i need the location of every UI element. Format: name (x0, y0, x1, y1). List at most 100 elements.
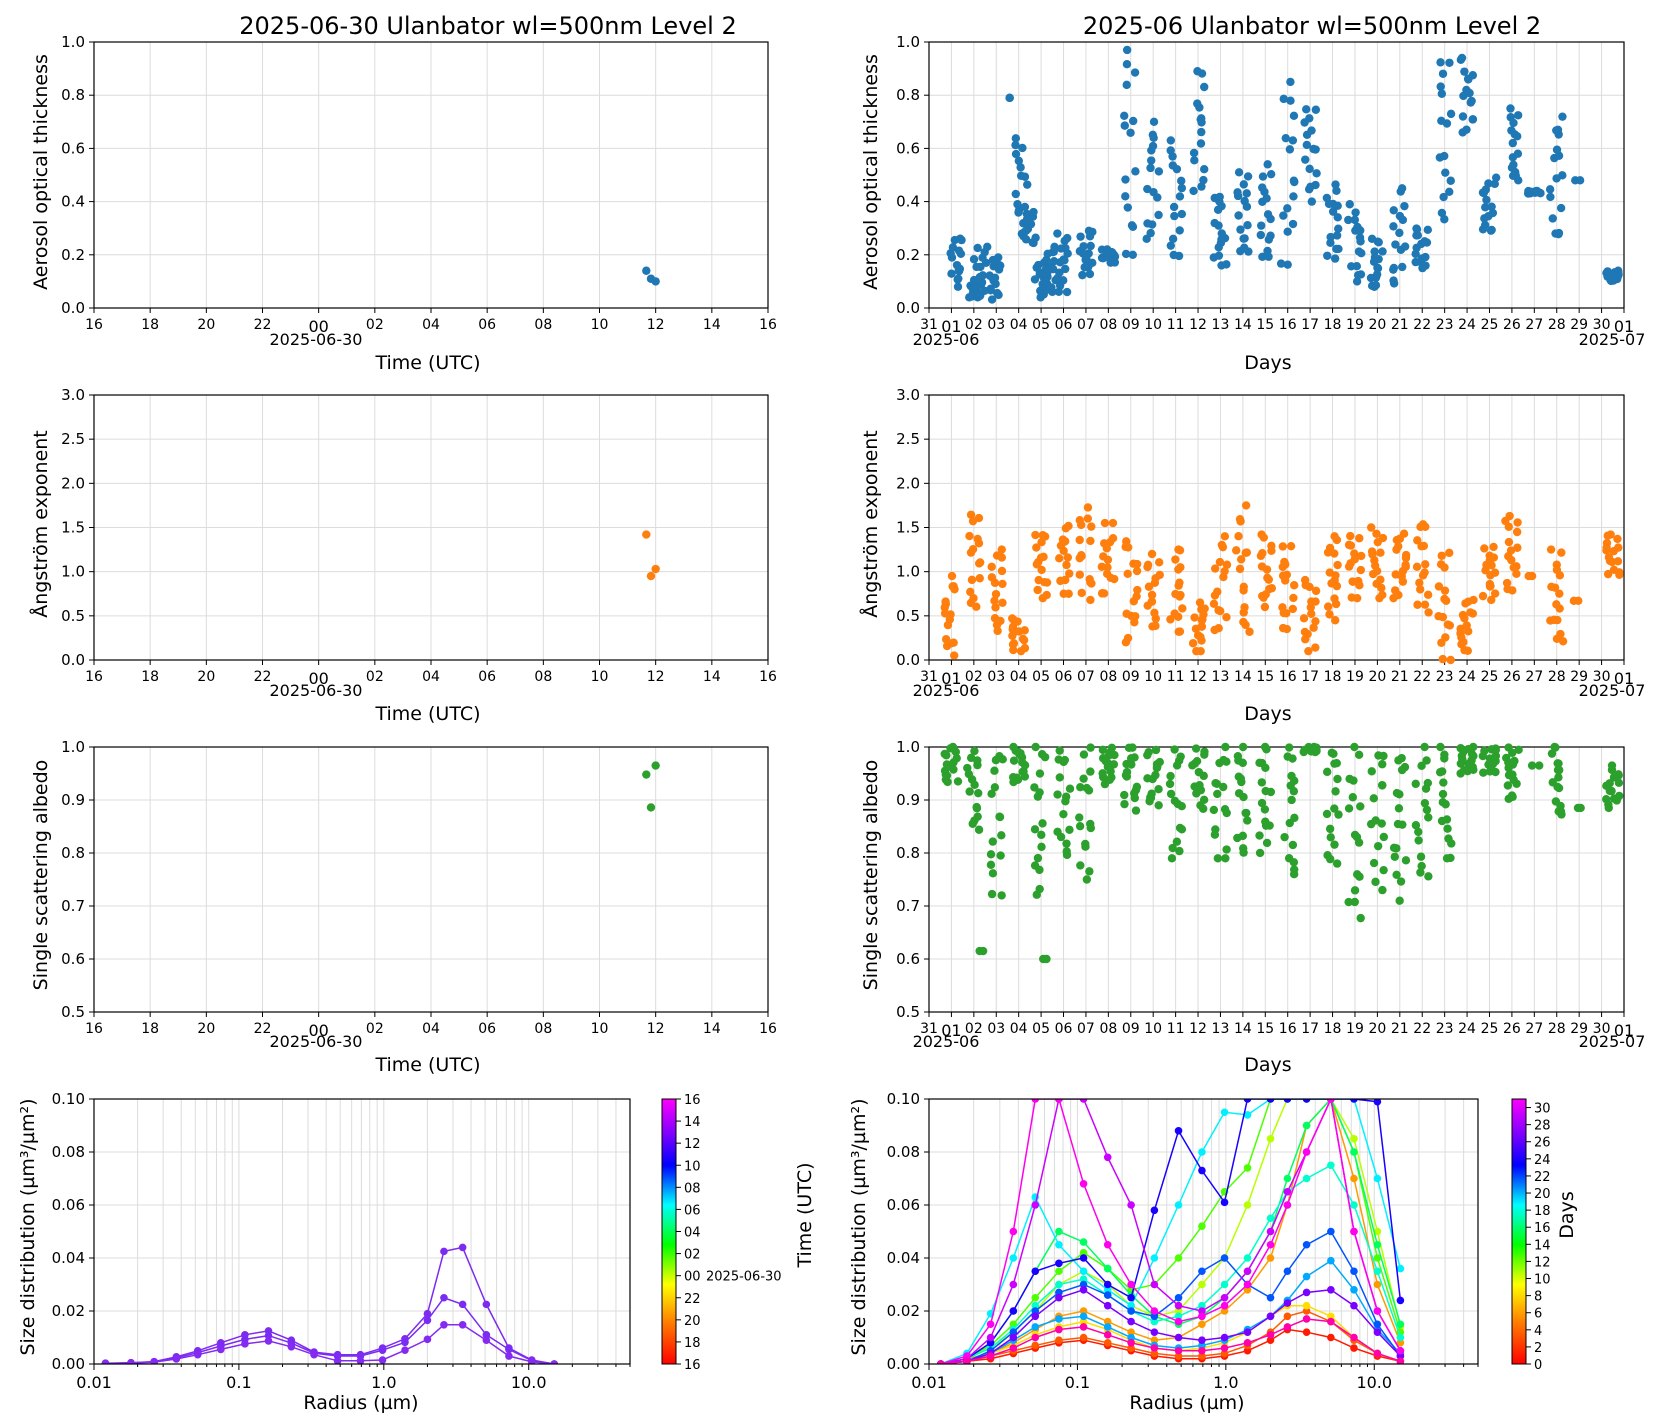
monthly-ssa-xtick-label: 01 (941, 1021, 961, 1040)
monthly-size-series-point (1127, 1293, 1135, 1302)
monthly-size-series-point (1055, 1293, 1063, 1302)
monthly-ssa-point (1266, 787, 1276, 797)
monthly-aod-point (1168, 152, 1177, 161)
monthly-ssa-point (1219, 755, 1228, 765)
monthly-ang-point (1216, 606, 1225, 616)
monthly-size-series-point (1009, 1328, 1018, 1336)
monthly-size-series-point (986, 1352, 995, 1360)
monthly-aod-point (1478, 188, 1488, 197)
monthly-size-ytick-label: 0.10 (887, 1090, 920, 1108)
monthly-ang-point (1085, 574, 1094, 584)
monthly-ang-point (1401, 560, 1410, 570)
monthly-ang-point (1278, 542, 1288, 551)
monthly-aod-point (1468, 115, 1477, 124)
monthly-aod-point (1264, 252, 1273, 261)
monthly-ang-point (1513, 543, 1522, 552)
monthly-ssa-point (1417, 861, 1426, 871)
monthly-size-series-point (1031, 1341, 1040, 1350)
monthly-size-series-point (1103, 1291, 1112, 1299)
monthly-size-series-point (1396, 1296, 1405, 1305)
monthly-size-series-point (1198, 1148, 1206, 1156)
daily-size-series-point (527, 1358, 536, 1364)
monthly-ang-point (1614, 543, 1623, 552)
monthly-aod-point (1021, 226, 1031, 235)
monthly-aod-point (1149, 133, 1158, 143)
monthly-ssa-point (995, 812, 1004, 821)
monthly-ang-point (1307, 597, 1316, 606)
monthly-aod-ytick-label: 0.8 (896, 86, 920, 104)
monthly-size-series-point (1174, 1317, 1183, 1326)
monthly-aod-point (1488, 208, 1498, 218)
monthly-ang-xtick-label: 02 (965, 669, 983, 685)
monthly-ssa-point (1527, 761, 1537, 770)
monthly-size-series-point (1055, 1315, 1063, 1323)
monthly-aod-point (1279, 94, 1288, 104)
monthly-ang-point (1220, 532, 1230, 541)
monthly-ssa-point (1257, 778, 1267, 787)
daily-size-series-point (193, 1350, 202, 1359)
monthly-aod-point (1257, 221, 1266, 230)
monthly-aod-point (953, 282, 963, 291)
monthly-ang-point (1307, 609, 1316, 618)
right-title: 2025-06 Ulanbator wl=500nm Level 2 (1083, 12, 1541, 40)
monthly-ang-point (1099, 552, 1108, 561)
monthly-size-series-point (1174, 1352, 1183, 1360)
monthly-size-series-point (1266, 1240, 1275, 1249)
monthly-aod-point (1031, 233, 1040, 242)
monthly-ang-point (949, 638, 958, 647)
monthly-ssa-xtick-label: 05 (1032, 1021, 1050, 1037)
monthly-ssa-point (1551, 797, 1561, 806)
monthly-ssa-point (1055, 773, 1064, 782)
monthly-aod-xtick-label: 31 (920, 317, 938, 333)
monthly-aod-point (1389, 279, 1399, 288)
daily-size-ytick-label: 0.02 (52, 1302, 85, 1320)
monthly-aod-point (1351, 208, 1360, 217)
monthly-size-series-point (1103, 1317, 1112, 1326)
monthly-size-series-point (1198, 1301, 1206, 1310)
monthly-ssa-point (1507, 791, 1517, 800)
monthly-ang-point (1373, 537, 1382, 547)
monthly-ssa-xtick-label: 23 (1436, 1021, 1454, 1037)
monthly-aod-point (1331, 180, 1340, 189)
monthly-ssa-point (1195, 781, 1204, 790)
monthly-ssa-point (1079, 774, 1088, 783)
monthly-aod-point (989, 262, 998, 271)
monthly-ang-point (1416, 522, 1425, 532)
monthly-ssa-point (1107, 743, 1117, 753)
monthly-aod-point (1355, 233, 1365, 242)
monthly-ssa-point (1211, 778, 1220, 788)
daily-size-series-point (264, 1337, 273, 1345)
monthly-ang-point (1034, 575, 1043, 585)
monthly-aod-point (1484, 179, 1493, 188)
monthly-aod-month-start: 2025-06 (913, 330, 980, 349)
monthly-aod-point (1491, 173, 1501, 182)
monthly-aod-point (1177, 209, 1187, 219)
monthly-ang-point (1438, 612, 1448, 622)
monthly-ang-point (1155, 570, 1164, 580)
monthly-size-xtick-label: 0.01 (911, 1373, 947, 1392)
monthly-aod-point (1389, 265, 1398, 274)
monthly-ssa-point (1330, 840, 1339, 849)
monthly-size-series-point (1079, 1280, 1088, 1289)
monthly-size-series-point (1079, 1254, 1088, 1262)
monthly-ang-point (1357, 551, 1366, 561)
monthly-ang-point (1333, 560, 1342, 570)
monthly-aod-xtick-label: 22 (1413, 317, 1431, 333)
monthly-aod-point (1279, 211, 1288, 220)
monthly-aod-xtick-label: 24 (1458, 317, 1476, 333)
monthly-aod-point (1513, 111, 1523, 120)
monthly-ang-point (1236, 517, 1245, 526)
monthly-ang-xtick-label: 19 (1346, 669, 1364, 685)
monthly-aod-xtick-label: 10 (1144, 317, 1162, 333)
monthly-ang-point (1037, 565, 1046, 575)
monthly-aod-point (948, 243, 958, 252)
monthly-size-series-point (1373, 1099, 1382, 1106)
monthly-ssa-point (1479, 768, 1488, 777)
monthly-aod-xtick-label: 16 (1279, 317, 1297, 333)
monthly-size-series-point (1243, 1099, 1252, 1103)
monthly-ang-xtick-label: 30 (1593, 669, 1611, 685)
monthly-ssa-point (1154, 801, 1163, 810)
monthly-ang-point (1121, 638, 1131, 647)
monthly-ssa-point (1605, 779, 1614, 788)
monthly-size-series-point (1220, 1333, 1229, 1342)
